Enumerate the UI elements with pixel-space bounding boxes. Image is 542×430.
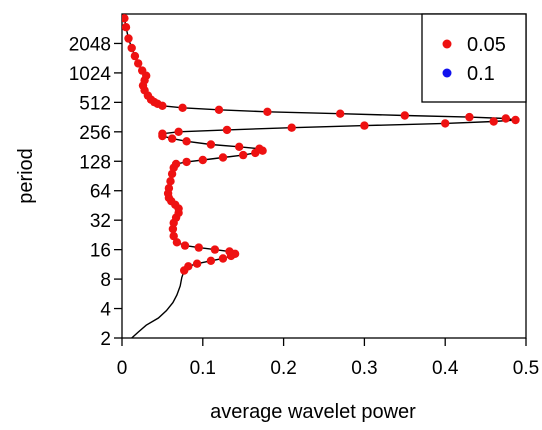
- y-tick-label: 16: [90, 241, 111, 262]
- significant-point: [182, 157, 191, 167]
- significant-point: [182, 137, 191, 146]
- significant-point: [287, 123, 296, 132]
- y-tick-label: 1024: [69, 64, 112, 85]
- significant-point: [255, 144, 264, 153]
- significant-point: [194, 243, 203, 252]
- y-axis-label: period: [15, 148, 37, 204]
- x-tick-label: 0.3: [351, 358, 377, 379]
- legend-label: 0.1: [467, 63, 495, 85]
- significant-point: [167, 134, 177, 143]
- significant-point: [164, 184, 174, 193]
- x-tick-label: 0.2: [270, 358, 296, 379]
- plot-frame: [121, 13, 527, 339]
- significant-point: [127, 43, 136, 53]
- significant-point: [214, 105, 224, 115]
- x-tick-label: 0.1: [190, 358, 216, 379]
- significant-point: [218, 153, 228, 162]
- significant-point: [210, 245, 220, 254]
- significant-point: [206, 256, 216, 265]
- x-axis: 0 0.1 0.2 0.3 0.4 0.5: [117, 338, 539, 379]
- significant-point: [174, 127, 183, 136]
- significant-point: [263, 107, 272, 117]
- significant-point: [178, 103, 187, 113]
- y-tick-label: 32: [90, 211, 111, 232]
- significant-point: [511, 115, 520, 125]
- significant-point: [225, 247, 234, 256]
- significant-point: [138, 66, 147, 75]
- significant-point: [218, 254, 228, 263]
- y-tick-label: 256: [79, 123, 111, 144]
- y-tick-label: 2048: [69, 34, 111, 55]
- y-tick-label: 4: [100, 300, 111, 321]
- significant-point: [134, 59, 143, 68]
- significant-point: [122, 23, 131, 32]
- y-tick-label: 128: [79, 152, 111, 173]
- significant-point: [489, 117, 498, 126]
- significant-point: [501, 114, 510, 123]
- significant-point: [122, 14, 129, 23]
- significant-points: [122, 14, 520, 275]
- significant-point: [235, 142, 244, 151]
- significant-point: [169, 231, 178, 241]
- y-tick-label: 8: [100, 270, 111, 291]
- significant-point: [239, 150, 248, 160]
- significant-point: [166, 177, 175, 186]
- significant-point: [206, 140, 216, 149]
- legend: 0.05 0.1: [421, 13, 527, 103]
- significant-point: [465, 112, 474, 122]
- significant-point: [180, 241, 190, 250]
- significant-point: [172, 238, 182, 247]
- legend-box: [421, 13, 527, 103]
- significant-point: [441, 119, 450, 128]
- x-tick-label: 0: [117, 358, 128, 379]
- significant-point: [184, 262, 193, 271]
- significant-point: [171, 159, 181, 169]
- y-tick-label: 2: [100, 329, 111, 350]
- significant-point: [400, 111, 409, 120]
- x-axis-label: average wavelet power: [210, 401, 416, 423]
- legend-marker: [442, 68, 452, 78]
- significant-point: [222, 125, 232, 135]
- significant-point: [336, 109, 345, 118]
- significant-point: [124, 34, 133, 43]
- x-tick-label: 0.5: [513, 358, 539, 379]
- y-tick-label: 64: [90, 182, 112, 203]
- y-axis: 2 4 8 16 32 64 128 256 512 1024 2048: [69, 34, 122, 350]
- significant-point: [158, 129, 167, 138]
- significant-point: [168, 224, 178, 234]
- y-tick-label: 512: [79, 93, 111, 114]
- significant-point: [198, 155, 207, 165]
- legend-label: 0.05: [467, 34, 506, 56]
- legend-marker: [442, 39, 452, 49]
- significant-point: [192, 259, 202, 268]
- plot-area: [121, 13, 527, 339]
- x-tick-label: 0.4: [432, 358, 459, 379]
- significant-point: [360, 121, 369, 130]
- significant-point: [130, 51, 140, 61]
